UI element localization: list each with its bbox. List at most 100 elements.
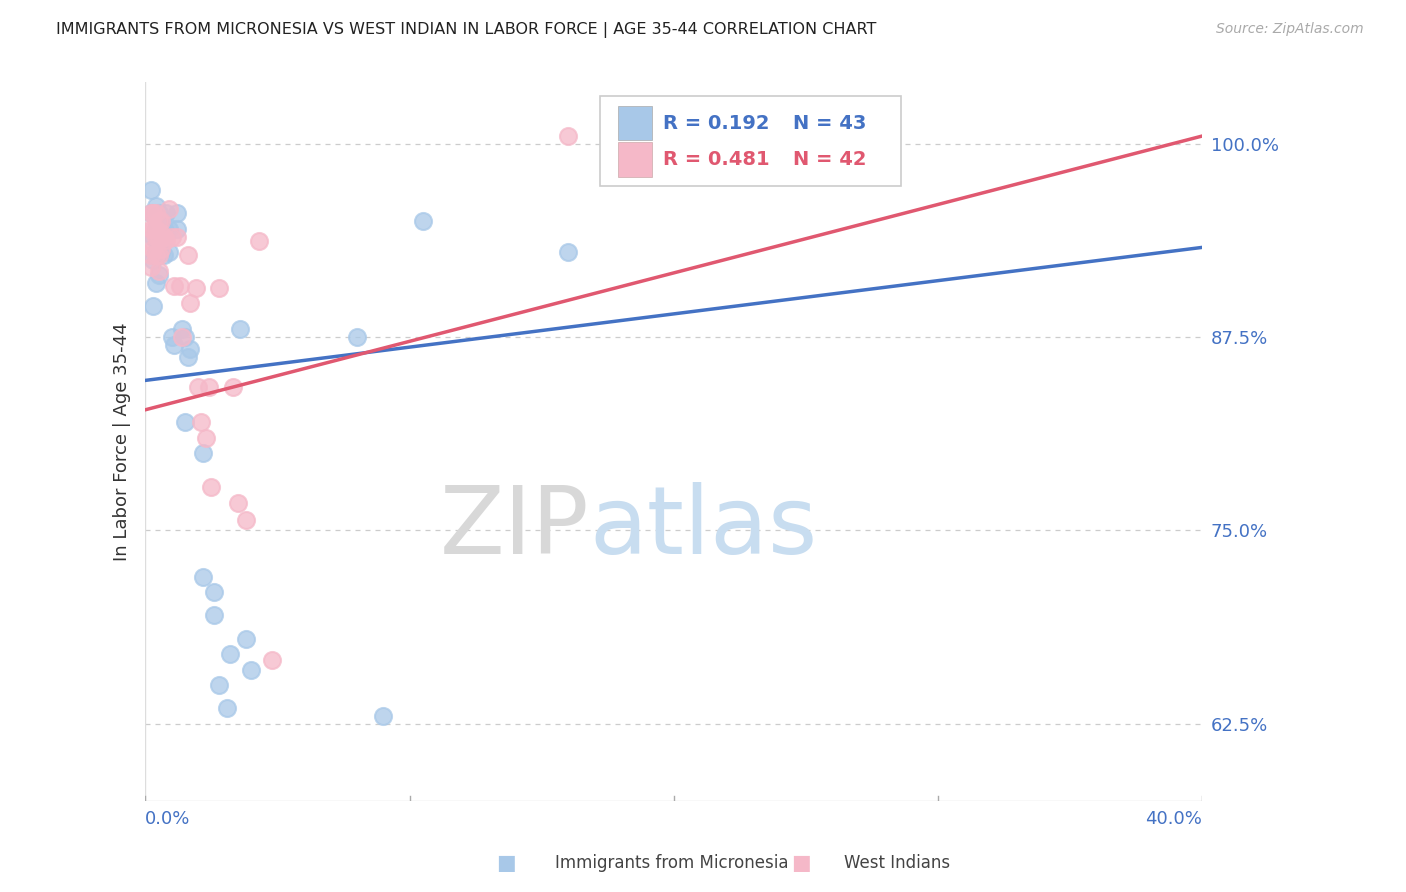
Point bbox=[142, 229, 165, 244]
Point bbox=[174, 330, 197, 344]
Point bbox=[139, 248, 162, 262]
Point bbox=[155, 227, 177, 241]
Point bbox=[142, 206, 165, 220]
Point bbox=[218, 647, 240, 661]
Point bbox=[139, 183, 162, 197]
Point bbox=[226, 495, 249, 509]
Point bbox=[166, 222, 188, 236]
Point bbox=[150, 242, 173, 256]
Point bbox=[148, 206, 170, 220]
Point bbox=[157, 202, 180, 216]
Point bbox=[145, 248, 167, 262]
Point bbox=[145, 222, 167, 236]
Point bbox=[346, 330, 368, 344]
Point bbox=[145, 206, 167, 220]
Point bbox=[179, 343, 201, 357]
Text: Source: ZipAtlas.com: Source: ZipAtlas.com bbox=[1216, 22, 1364, 37]
Point bbox=[160, 229, 183, 244]
Point bbox=[157, 222, 180, 236]
Point bbox=[174, 415, 197, 429]
Point bbox=[145, 229, 167, 244]
Point bbox=[145, 222, 167, 236]
Point bbox=[193, 570, 215, 584]
Point bbox=[179, 296, 201, 310]
Point bbox=[202, 608, 225, 623]
FancyBboxPatch shape bbox=[600, 96, 901, 186]
Point bbox=[172, 330, 194, 344]
Point bbox=[155, 206, 177, 220]
Point bbox=[142, 222, 165, 236]
Point bbox=[262, 653, 284, 667]
Point bbox=[200, 480, 222, 494]
Point bbox=[142, 299, 165, 313]
Point bbox=[221, 379, 243, 393]
Point bbox=[145, 245, 167, 260]
FancyBboxPatch shape bbox=[617, 142, 651, 177]
Point bbox=[150, 245, 173, 260]
Point bbox=[247, 234, 270, 248]
Point bbox=[197, 379, 219, 393]
Text: R = 0.192: R = 0.192 bbox=[664, 113, 769, 133]
Point bbox=[166, 229, 188, 244]
Point bbox=[155, 233, 177, 247]
Point bbox=[235, 513, 257, 527]
Point bbox=[153, 248, 176, 262]
Point bbox=[202, 585, 225, 599]
Point bbox=[157, 245, 180, 260]
Point bbox=[176, 350, 198, 364]
Point bbox=[153, 222, 176, 236]
FancyBboxPatch shape bbox=[617, 106, 651, 140]
Point bbox=[208, 678, 231, 692]
Point bbox=[163, 279, 186, 293]
Text: ■: ■ bbox=[496, 854, 516, 873]
Point bbox=[145, 199, 167, 213]
Point bbox=[139, 206, 162, 220]
Text: ZIP: ZIP bbox=[440, 482, 589, 574]
Point bbox=[139, 206, 162, 220]
Point bbox=[190, 415, 212, 429]
Y-axis label: In Labor Force | Age 35-44: In Labor Force | Age 35-44 bbox=[114, 322, 131, 561]
Point bbox=[240, 663, 263, 677]
Point bbox=[148, 233, 170, 247]
Point bbox=[184, 280, 207, 294]
Point bbox=[557, 245, 579, 260]
Point bbox=[150, 222, 173, 236]
Point bbox=[412, 214, 434, 228]
Point bbox=[139, 260, 162, 275]
Point bbox=[208, 280, 231, 294]
Point bbox=[176, 248, 198, 262]
Text: 40.0%: 40.0% bbox=[1146, 810, 1202, 829]
Point bbox=[172, 322, 194, 336]
Text: atlas: atlas bbox=[589, 482, 817, 574]
Text: 0.0%: 0.0% bbox=[145, 810, 191, 829]
Point bbox=[557, 129, 579, 144]
Point bbox=[193, 446, 215, 460]
Point bbox=[229, 322, 252, 336]
Text: R = 0.481: R = 0.481 bbox=[664, 150, 770, 169]
Point bbox=[153, 229, 176, 244]
Point bbox=[139, 222, 162, 236]
Text: Immigrants from Micronesia: Immigrants from Micronesia bbox=[555, 855, 789, 872]
Text: N = 42: N = 42 bbox=[793, 150, 866, 169]
Point bbox=[148, 248, 170, 262]
Point bbox=[187, 379, 209, 393]
Text: N = 43: N = 43 bbox=[793, 113, 866, 133]
Point bbox=[235, 632, 257, 646]
Point bbox=[169, 279, 191, 293]
Text: ■: ■ bbox=[792, 854, 811, 873]
Point bbox=[145, 276, 167, 290]
Point bbox=[166, 206, 188, 220]
Point bbox=[217, 701, 239, 715]
Point bbox=[142, 242, 165, 256]
Point bbox=[150, 227, 173, 241]
Point bbox=[150, 214, 173, 228]
Text: West Indians: West Indians bbox=[844, 855, 949, 872]
Point bbox=[371, 709, 394, 723]
Point bbox=[195, 431, 218, 445]
Point bbox=[142, 252, 165, 267]
Point bbox=[139, 233, 162, 247]
Point bbox=[148, 214, 170, 228]
Point bbox=[148, 263, 170, 277]
Point bbox=[160, 330, 183, 344]
Text: IMMIGRANTS FROM MICRONESIA VS WEST INDIAN IN LABOR FORCE | AGE 35-44 CORRELATION: IMMIGRANTS FROM MICRONESIA VS WEST INDIA… bbox=[56, 22, 876, 38]
